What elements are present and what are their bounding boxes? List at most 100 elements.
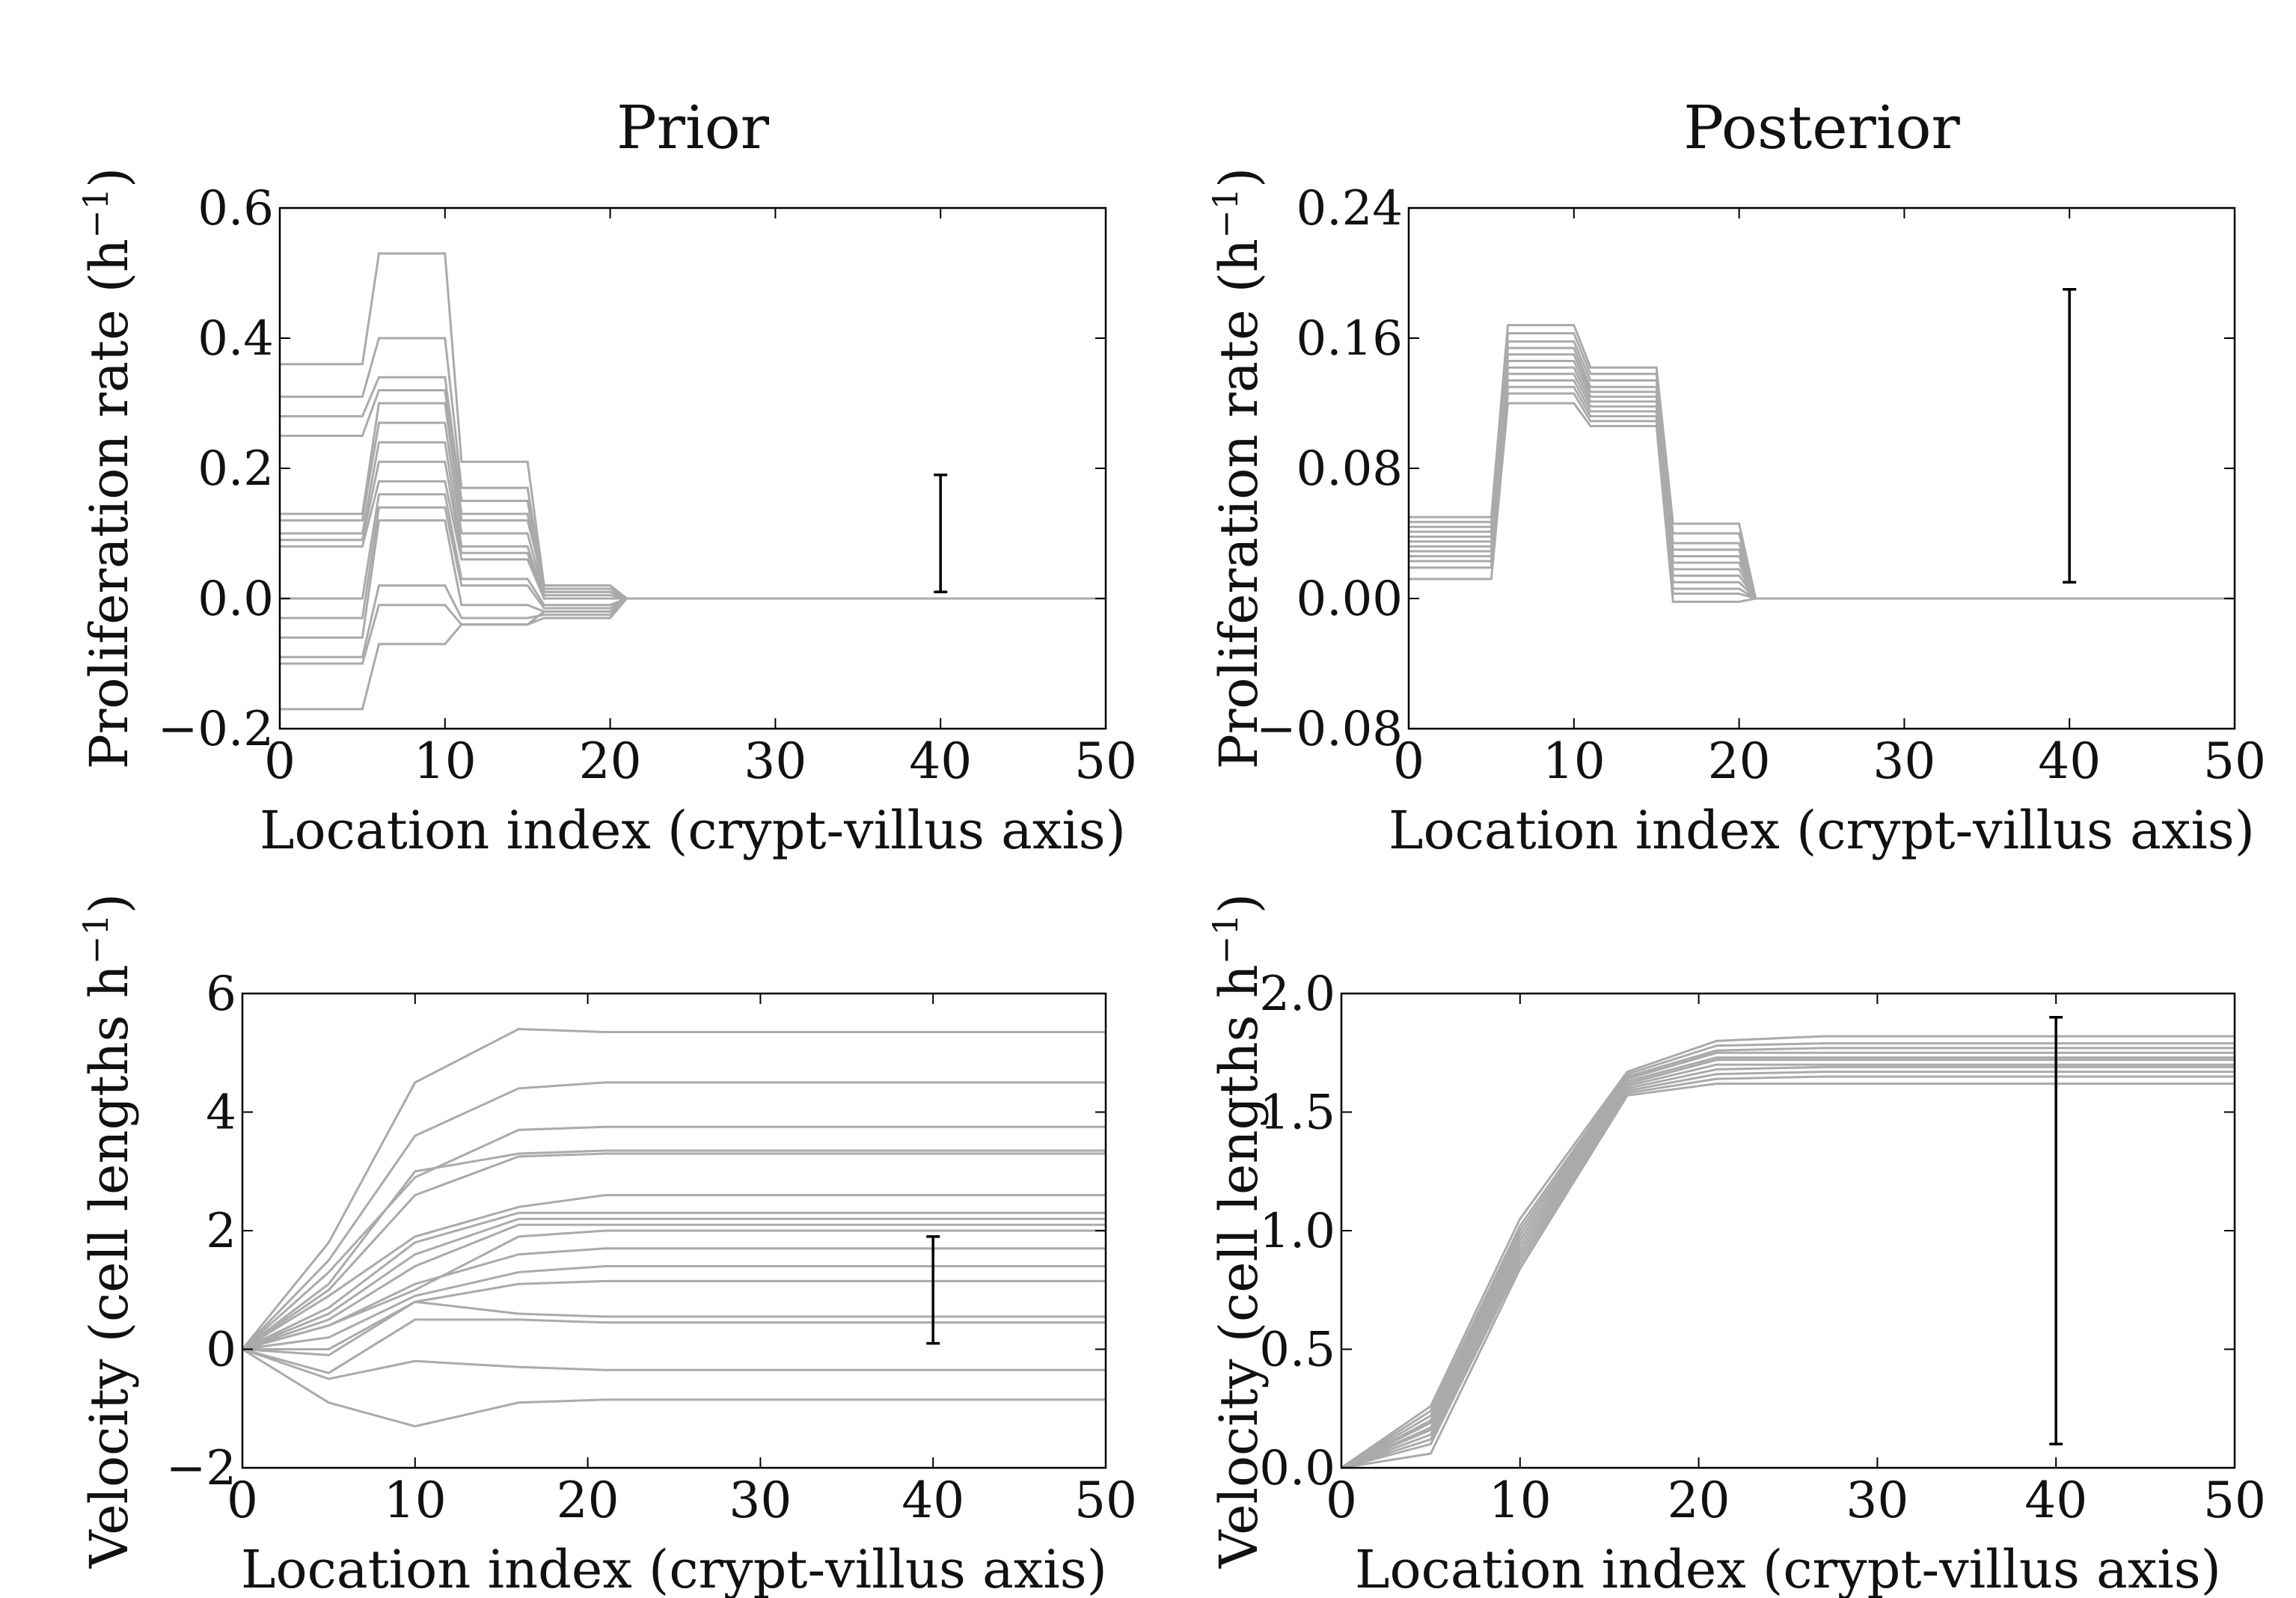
prior-velocity-xtick-label: 50 <box>1074 1472 1137 1529</box>
posterior-velocity-series-line-3 <box>1341 1051 2235 1469</box>
posterior-proliferation-series-line-5 <box>1409 360 2235 600</box>
prior-velocity-series-line-6 <box>242 1211 1106 1350</box>
prior-proliferation-series-line-13 <box>280 597 1106 665</box>
posterior-velocity-series-line-5 <box>1341 1059 2235 1469</box>
posterior-velocity-series-line-0 <box>1341 1035 2235 1469</box>
posterior-proliferation-panel: 0 10 20 30 40 50 −0.08 0.00 0.08 0.16 0.24 Location… <box>1205 93 2266 861</box>
posterior-velocity-xtick-label: 40 <box>2024 1472 2087 1529</box>
prior-velocity-series-line-7 <box>242 1217 1106 1350</box>
prior-proliferation-ytick-label: 0.6 <box>198 181 274 236</box>
prior-proliferation-series-line-12 <box>280 584 1106 658</box>
posterior-velocity-ytick-label: 1.0 <box>1259 1204 1335 1259</box>
prior-velocity-xtick-label: 0 <box>227 1472 258 1529</box>
posterior-velocity-lines <box>1341 1035 2235 1469</box>
prior-proliferation-ytick-label: 0.2 <box>198 441 274 497</box>
prior-velocity-series-line-5 <box>242 1194 1106 1350</box>
prior-proliferation-series-line-8 <box>280 480 1106 600</box>
prior-velocity-series-line-15 <box>242 1348 1106 1380</box>
posterior-proliferation-series-line-11 <box>1409 402 2235 603</box>
prior-proliferation-xtick-label: 50 <box>1074 732 1137 790</box>
prior-velocity-series-line-4 <box>242 1152 1106 1350</box>
posterior-velocity-error-bar <box>2049 1015 2063 1446</box>
prior-velocity-xtick-label: 10 <box>384 1472 447 1529</box>
prior-proliferation-series-line-4 <box>280 402 1106 600</box>
prior-proliferation-ytick-label: −0.2 <box>158 702 274 757</box>
prior-velocity-error-bar <box>926 1235 940 1345</box>
prior-velocity-series-line-16 <box>242 1348 1106 1428</box>
posterior-velocity-series-line-8 <box>1341 1071 2235 1469</box>
posterior-velocity-ytick-label: 0.0 <box>1259 1441 1335 1496</box>
prior-velocity-series-line-12 <box>242 1279 1106 1356</box>
posterior-proliferation-xtick-label: 40 <box>2038 732 2101 790</box>
prior-proliferation-xtick-label: 20 <box>579 732 642 790</box>
posterior-proliferation-ytick-label: 0.24 <box>1297 181 1403 236</box>
prior-velocity-ytick-label: −2 <box>166 1441 236 1496</box>
posterior-proliferation-series-line-10 <box>1409 392 2235 600</box>
posterior-proliferation-ytick-label: 0.00 <box>1297 572 1403 627</box>
posterior-velocity-xtick-label: 30 <box>1846 1472 1908 1529</box>
prior-velocity-xlabel: Location index (crypt-villus axis) <box>241 1539 1107 1598</box>
posterior-velocity-series-line-7 <box>1341 1065 2235 1469</box>
posterior-velocity-ytick-label: 1.5 <box>1259 1086 1335 1141</box>
prior-proliferation-ytick-label: 0.0 <box>198 572 274 627</box>
prior-proliferation-xtick-label: 40 <box>909 732 972 790</box>
prior-proliferation-series-line-5 <box>280 421 1106 600</box>
prior-velocity-series-line-10 <box>242 1247 1106 1350</box>
posterior-velocity-series-line-1 <box>1341 1042 2235 1469</box>
prior-velocity-series-line-14 <box>242 1318 1106 1374</box>
prior-proliferation-title: Prior <box>616 93 770 162</box>
posterior-proliferation-xtick-label: 10 <box>1543 732 1605 790</box>
prior-proliferation-series-line-2 <box>280 376 1106 600</box>
prior-velocity-ytick-label: 0 <box>206 1323 236 1378</box>
posterior-velocity-ylabel: Velocity (cell lengths h−1) <box>1205 893 1270 1569</box>
posterior-proliferation-series-line-3 <box>1409 346 2235 600</box>
prior-velocity-xtick-label: 20 <box>557 1472 619 1529</box>
posterior-proliferation-series-line-0 <box>1409 324 2235 600</box>
prior-proliferation-series-line-14 <box>280 597 1106 711</box>
prior-velocity-series-line-8 <box>242 1223 1106 1350</box>
posterior-velocity-xtick-label: 0 <box>1326 1472 1357 1529</box>
prior-proliferation-xtick-label: 30 <box>744 732 806 790</box>
posterior-proliferation-xtick-label: 50 <box>2203 732 2266 790</box>
prior-proliferation-error-bar <box>934 473 948 594</box>
posterior-velocity-ytick-label: 2.0 <box>1259 967 1335 1022</box>
posterior-proliferation-series-line-9 <box>1409 385 2235 600</box>
posterior-velocity-ytick-label: 0.5 <box>1259 1323 1335 1378</box>
posterior-proliferation-ytick-label: 0.08 <box>1297 441 1403 497</box>
posterior-proliferation-ylabel: Proliferation rate (h−1) <box>1205 168 1270 770</box>
posterior-proliferation-series-line-4 <box>1409 353 2235 600</box>
prior-proliferation-series-line-9 <box>280 493 1106 607</box>
prior-proliferation-series-line-11 <box>280 519 1106 639</box>
prior-proliferation-xlabel: Location index (crypt-villus axis) <box>260 800 1126 861</box>
prior-proliferation-xtick-label: 0 <box>264 732 296 790</box>
prior-velocity-ytick-label: 4 <box>206 1086 236 1141</box>
prior-proliferation-panel: 0 10 20 30 40 50 −0.2 0.0 0.2 0.4 0.6 Location inde… <box>76 93 1137 861</box>
prior-proliferation-ylabel: Proliferation rate (h−1) <box>76 168 140 770</box>
posterior-velocity-xtick-label: 10 <box>1489 1472 1552 1529</box>
prior-velocity-series-line-9 <box>242 1229 1106 1350</box>
posterior-proliferation-error-bar <box>2063 288 2077 584</box>
posterior-velocity-series-line-6 <box>1341 1063 2235 1469</box>
prior-velocity-series-line-1 <box>241 1081 1106 1350</box>
prior-velocity-ylabel: Velocity (cell lengths h−1) <box>76 893 140 1569</box>
prior-velocity-lines <box>241 1027 1106 1428</box>
prior-velocity-xtick-label: 40 <box>901 1472 964 1529</box>
posterior-proliferation-axes-frame <box>1407 206 2236 730</box>
posterior-velocity-panel: 0 10 20 30 40 50 0.0 0.5 1.0 1.5 2.0 Location index… <box>1205 893 2266 1598</box>
prior-proliferation-axes-frame <box>278 206 1107 730</box>
posterior-proliferation-xtick-label: 20 <box>1708 732 1771 790</box>
posterior-proliferation-ytick-label: 0.16 <box>1297 311 1403 367</box>
posterior-proliferation-xtick-label: 0 <box>1393 732 1424 790</box>
posterior-velocity-series-line-2 <box>1341 1047 2235 1469</box>
posterior-velocity-series-line-10 <box>1341 1083 2235 1469</box>
prior-proliferation-series-line-10 <box>280 506 1106 619</box>
posterior-proliferation-title: Posterior <box>1683 93 1960 162</box>
posterior-proliferation-xtick-label: 30 <box>1873 732 1935 790</box>
posterior-velocity-xtick-label: 50 <box>2203 1472 2266 1529</box>
prior-velocity-series-line-11 <box>242 1265 1106 1350</box>
prior-proliferation-ytick-label: 0.4 <box>198 311 274 367</box>
posterior-proliferation-series-line-8 <box>1409 379 2235 600</box>
prior-proliferation-xtick-label: 10 <box>414 732 477 790</box>
